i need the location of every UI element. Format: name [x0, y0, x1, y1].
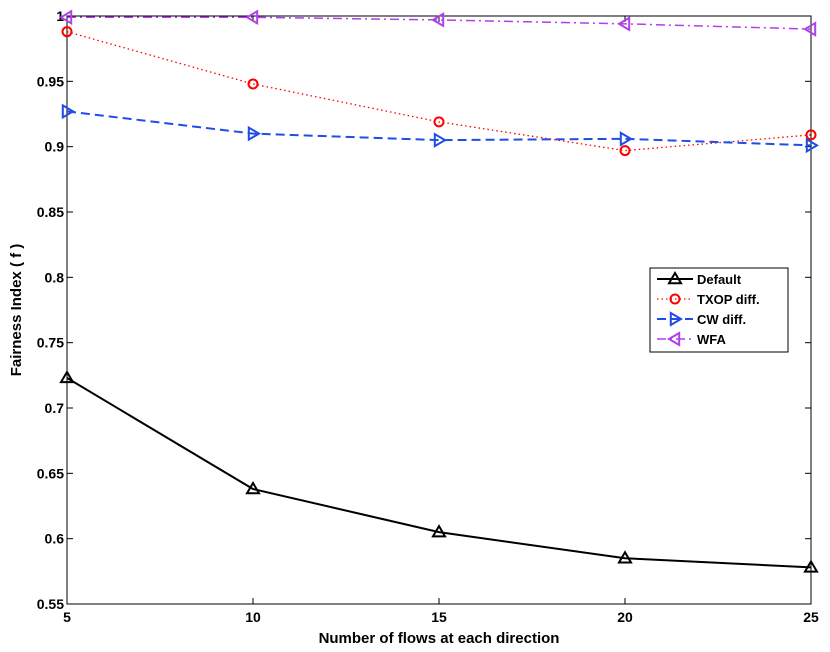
x-tick-label: 25: [803, 609, 819, 625]
x-tick-label: 20: [617, 609, 633, 625]
data-point: [247, 78, 259, 90]
legend-label-wfa: WFA: [697, 332, 726, 347]
legend-marker: [669, 311, 683, 327]
legend: Default TXOP diff. CW diff. WFA: [649, 267, 789, 353]
y-tick-label: 0.6: [45, 531, 65, 547]
series-line-0: [66, 377, 812, 569]
data-point: [59, 369, 75, 384]
y-tick-label: 0.65: [37, 465, 64, 481]
x-tick-label: 15: [431, 609, 447, 625]
x-tick-label: 5: [63, 609, 71, 625]
data-point: [433, 116, 445, 128]
y-tick-label: 0.95: [37, 73, 64, 89]
data-point: [617, 550, 633, 564]
data-point: [617, 16, 631, 32]
data-point: [805, 137, 819, 154]
y-tick-label: 0.55: [37, 596, 64, 612]
data-point: [431, 12, 445, 28]
data-point: [59, 9, 73, 26]
y-tick-label: 0.9: [45, 139, 65, 155]
data-point: [61, 26, 73, 38]
legend-label-txop: TXOP diff.: [697, 292, 760, 307]
y-tick-label: 0.85: [37, 204, 64, 220]
data-point: [245, 481, 261, 495]
y-tick-label: 0.8: [45, 269, 65, 285]
x-tick-label: 10: [245, 609, 261, 625]
series-line-2: [66, 110, 812, 147]
series-line-1: [66, 31, 812, 152]
legend-label-default: Default: [697, 272, 742, 287]
legend-box: [649, 267, 789, 353]
data-point: [805, 129, 817, 141]
series-lines: [66, 16, 812, 569]
y-tick-label: 0.7: [45, 400, 65, 416]
y-axis-label: Fairness Index ( f ): [8, 244, 25, 377]
data-point: [245, 9, 259, 26]
legend-items: [657, 271, 693, 347]
legend-marker: [667, 331, 681, 347]
data-point: [247, 125, 261, 142]
legend-marker: [669, 293, 681, 305]
data-point: [61, 103, 75, 120]
data-point: [803, 21, 817, 37]
data-point: [619, 131, 633, 147]
x-axis-label: Number of flows at each direction: [319, 630, 560, 647]
series-markers: [59, 9, 819, 573]
y-tick-label: 1: [56, 8, 64, 24]
data-point: [619, 145, 631, 157]
legend-label-cw: CW diff.: [697, 312, 746, 327]
data-point: [433, 132, 447, 148]
legend-marker: [667, 271, 683, 285]
y-tick-label: 0.75: [37, 335, 64, 351]
data-point: [803, 559, 819, 573]
data-point: [431, 524, 447, 538]
